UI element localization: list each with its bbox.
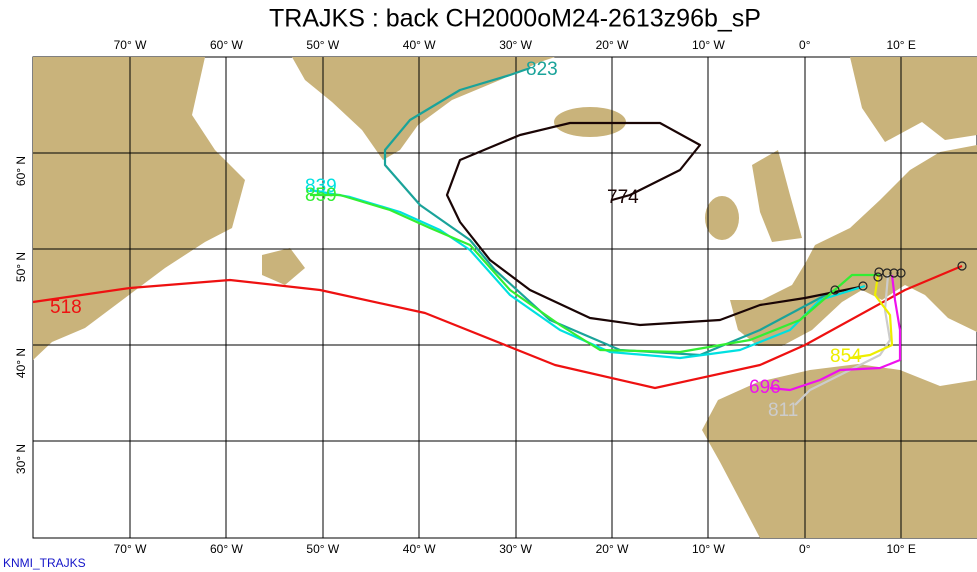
longitude-label: 10° W xyxy=(692,542,725,556)
trajectory-label: 811 xyxy=(768,400,798,421)
longitude-label: 70° W xyxy=(114,542,147,556)
start-marker xyxy=(896,268,906,278)
start-marker xyxy=(882,268,892,278)
latitude-label: 30° N xyxy=(14,444,28,474)
longitude-label: 50° W xyxy=(306,542,339,556)
longitude-label: 40° W xyxy=(403,38,436,52)
footer: KNMI_TRAJKS xyxy=(3,556,86,570)
latitude-labels: 60° N 50° N 40° N 30° N xyxy=(14,156,28,474)
land xyxy=(262,248,305,285)
start-marker xyxy=(858,281,868,291)
latitude-label: 50° N xyxy=(14,252,28,282)
start-marker xyxy=(830,285,840,295)
longitude-label: 10° E xyxy=(886,38,915,52)
land xyxy=(292,57,555,160)
trajectory xyxy=(32,264,963,390)
longitude-label: 20° W xyxy=(596,542,629,556)
longitude-label: 10° W xyxy=(692,38,725,52)
land xyxy=(730,145,977,346)
trajectory-label: 696 xyxy=(749,377,781,398)
longitude-label: 30° W xyxy=(499,542,532,556)
start-marker xyxy=(873,272,883,282)
trajectory-label: 774 xyxy=(607,187,639,208)
longitude-label: 60° W xyxy=(210,542,243,556)
trajectory-label: 518 xyxy=(50,297,82,318)
longitude-labels: 70° W 70° W 60° W 60° W 50° W 50° W 40° W 40° W… xyxy=(114,38,916,556)
longitude-label: 0° xyxy=(799,542,811,556)
start-markers xyxy=(830,261,967,295)
land xyxy=(752,150,802,242)
trajectory-label: 859 xyxy=(305,185,337,206)
longitude-label: 40° W xyxy=(403,542,436,556)
longitude-label: 70° W xyxy=(114,38,147,52)
trajectory xyxy=(383,66,836,357)
start-marker xyxy=(957,261,967,271)
map-title: TRAJKS : back CH2000oM24-2613z96b_sP xyxy=(269,5,761,33)
trajectory-label: 854 xyxy=(830,346,862,367)
land xyxy=(705,196,739,240)
longitude-label: 20° W xyxy=(596,38,629,52)
map-area: 518 823 774 839 859 854 696 811 xyxy=(32,56,977,539)
trajectory xyxy=(309,188,866,360)
trajectory-label: 839 xyxy=(305,176,337,197)
longitude-label: 30° W xyxy=(499,38,532,52)
land xyxy=(33,57,245,360)
latitude-label: 60° N xyxy=(14,156,28,186)
land xyxy=(702,364,977,538)
longitude-label: 10° E xyxy=(886,542,915,556)
longitude-label: 50° W xyxy=(306,38,339,52)
start-marker xyxy=(889,268,899,278)
latitude-label: 40° N xyxy=(14,348,28,378)
land xyxy=(850,57,977,142)
trajectory-label: 823 xyxy=(526,59,558,80)
trajectory xyxy=(445,121,861,327)
trajectory xyxy=(849,274,894,360)
trajectory xyxy=(769,274,902,392)
longitude-label: 60° W xyxy=(210,38,243,52)
trajectory xyxy=(310,193,880,354)
longitude-label: 0° xyxy=(799,38,811,52)
